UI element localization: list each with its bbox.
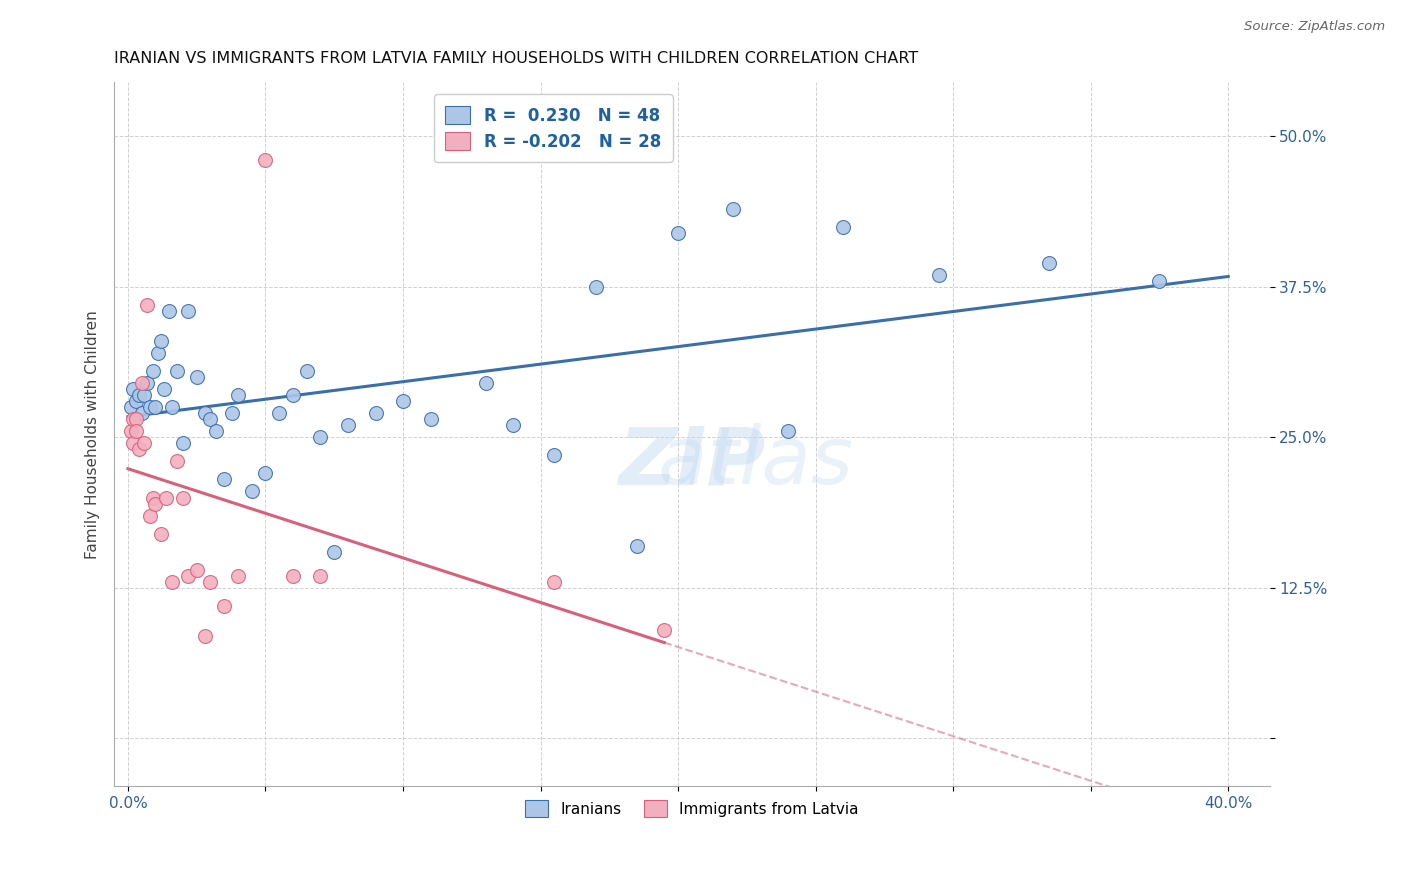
Point	[212, 472, 235, 486]
Point	[148, 346, 170, 360]
Point	[543, 449, 565, 463]
Point	[166, 454, 188, 468]
Text: Source: ZipAtlas.com: Source: ZipAtlas.com	[1244, 20, 1385, 33]
Point	[502, 418, 524, 433]
Point	[626, 539, 648, 553]
Point	[160, 574, 183, 589]
Point	[721, 202, 744, 216]
Point	[281, 388, 304, 402]
Point	[139, 401, 162, 415]
Point	[474, 376, 496, 391]
Point	[364, 406, 387, 420]
Point	[392, 394, 415, 409]
Point	[226, 568, 249, 582]
Point	[136, 376, 159, 391]
Point	[142, 491, 165, 505]
Point	[160, 401, 183, 415]
Point	[419, 412, 441, 426]
Point	[122, 382, 145, 396]
Point	[172, 491, 194, 505]
Point	[832, 219, 855, 234]
Point	[928, 268, 950, 282]
Point	[212, 599, 235, 613]
Point	[145, 496, 167, 510]
Point	[666, 226, 689, 240]
Point	[254, 153, 277, 168]
Point	[200, 574, 222, 589]
Point	[221, 406, 243, 420]
Point	[254, 467, 277, 481]
Point	[125, 394, 148, 409]
Point	[134, 436, 156, 450]
Point	[139, 508, 162, 523]
Point	[120, 401, 142, 415]
Point	[125, 425, 148, 439]
Point	[1149, 274, 1171, 288]
Point	[166, 364, 188, 378]
Point	[145, 401, 167, 415]
Point	[543, 574, 565, 589]
Text: ZIP: ZIP	[619, 424, 765, 501]
Point	[122, 436, 145, 450]
Point	[194, 629, 217, 643]
Point	[128, 442, 150, 457]
Point	[269, 406, 291, 420]
Point	[240, 484, 263, 499]
Point	[177, 304, 200, 318]
Point	[136, 298, 159, 312]
Point	[309, 430, 332, 444]
Point	[131, 406, 153, 420]
Legend: Iranians, Immigrants from Latvia: Iranians, Immigrants from Latvia	[517, 793, 866, 824]
Point	[337, 418, 360, 433]
Point	[323, 544, 346, 558]
Point	[134, 388, 156, 402]
Point	[200, 412, 222, 426]
Text: atlas: atlas	[530, 424, 853, 501]
Point	[131, 376, 153, 391]
Point	[149, 334, 172, 348]
Point	[205, 425, 228, 439]
Point	[122, 412, 145, 426]
Point	[142, 364, 165, 378]
Point	[1038, 256, 1060, 270]
Point	[186, 563, 208, 577]
Point	[654, 623, 676, 637]
Point	[149, 526, 172, 541]
Point	[281, 568, 304, 582]
Point	[120, 425, 142, 439]
Point	[177, 568, 200, 582]
Point	[125, 412, 148, 426]
Point	[155, 491, 177, 505]
Point	[309, 568, 332, 582]
Point	[152, 382, 174, 396]
Y-axis label: Family Households with Children: Family Households with Children	[86, 310, 100, 558]
Point	[157, 304, 180, 318]
Point	[194, 406, 217, 420]
Point	[295, 364, 318, 378]
Point	[585, 280, 607, 294]
Text: IRANIAN VS IMMIGRANTS FROM LATVIA FAMILY HOUSEHOLDS WITH CHILDREN CORRELATION CH: IRANIAN VS IMMIGRANTS FROM LATVIA FAMILY…	[114, 51, 918, 66]
Point	[778, 425, 800, 439]
Point	[172, 436, 194, 450]
Point	[128, 388, 150, 402]
Point	[186, 370, 208, 384]
Point	[226, 388, 249, 402]
